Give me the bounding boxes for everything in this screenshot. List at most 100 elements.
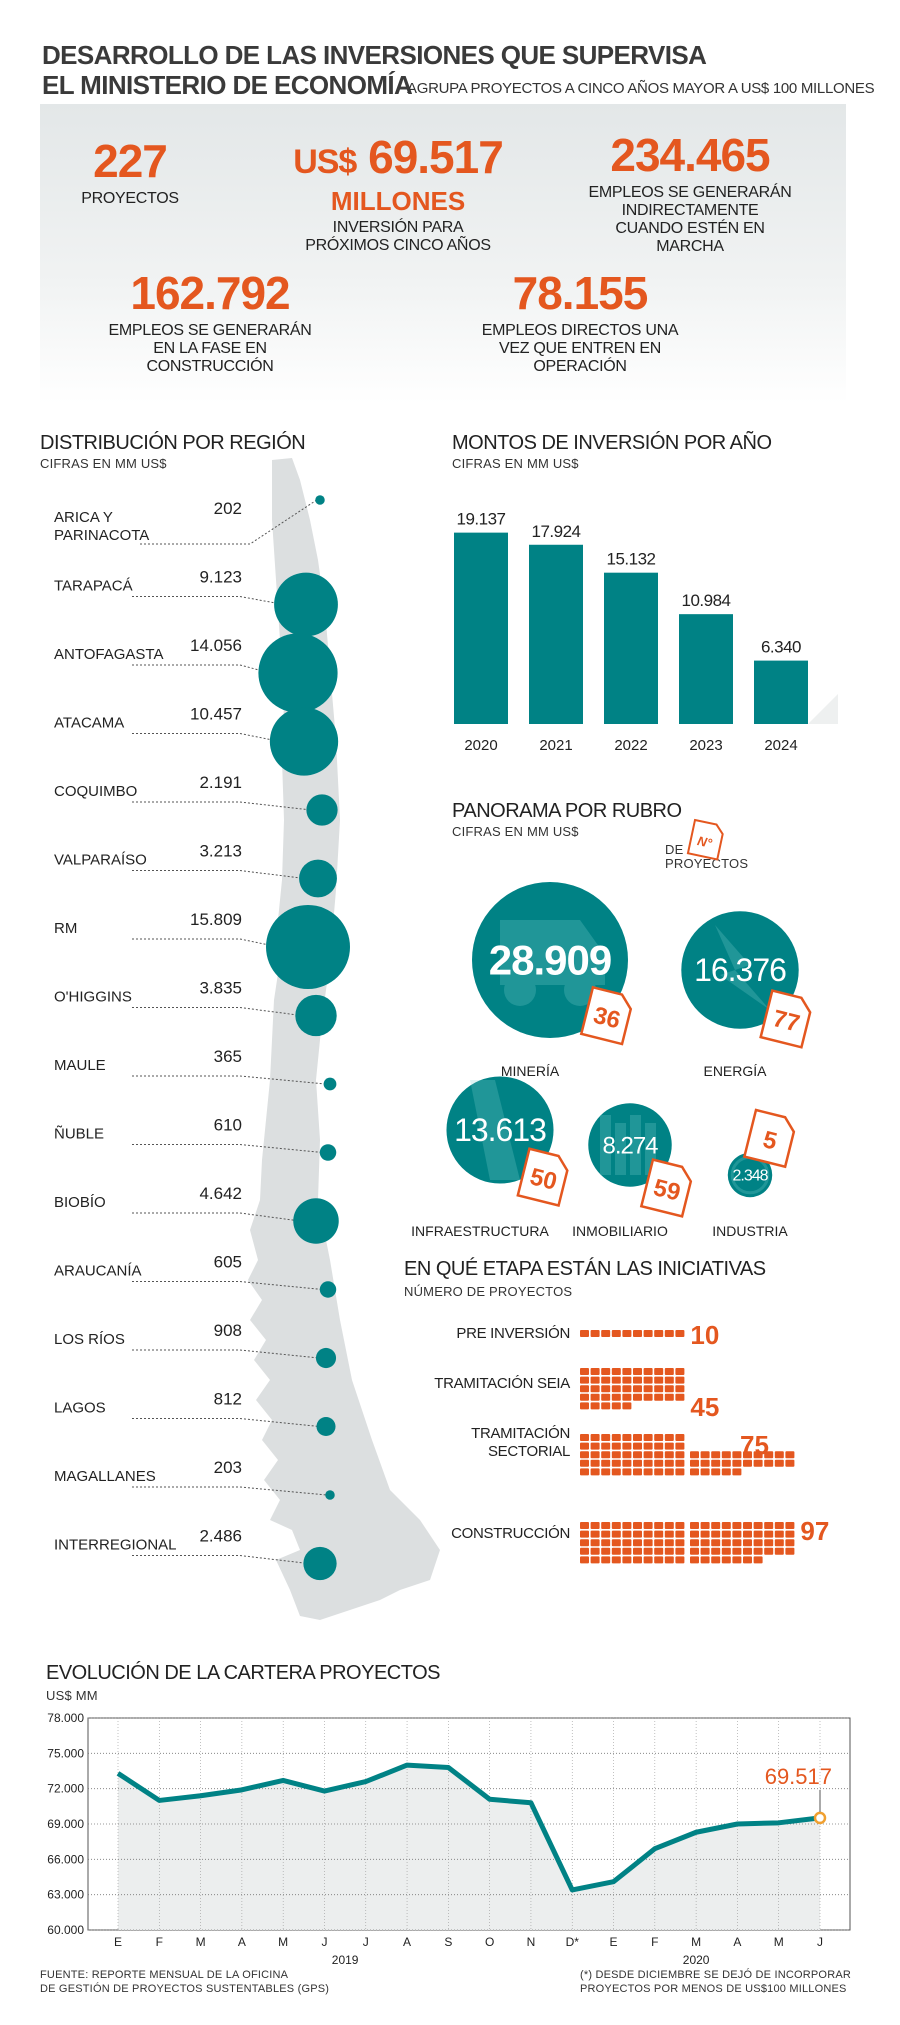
sector-bubble-4 [727,1152,773,1198]
line-area-fill [118,1765,820,1930]
stage-3-unit-68 [664,1547,674,1555]
x-tick-10: N [527,1935,536,1949]
region-bubble-11 [319,1281,337,1298]
stage-1-unit-2 [601,1368,611,1375]
region-value-5: 3.213 [199,842,242,861]
region-label-0: ARICA Y [54,509,113,526]
source-line-1: FUENTE: REPORTE MENSUAL DE LA OFICINA [40,1969,289,1981]
stage-3-unit-15 [743,1522,752,1529]
stat-investment-label-2: PRÓXIMOS CINCO AÑOS [305,237,491,254]
stage-3-unit-14 [732,1522,742,1529]
sector-name-1: ENERGÍA [703,1063,767,1079]
stage-3-unit-0 [580,1522,589,1529]
stage-3-unit-42 [601,1539,611,1547]
bar-2023 [679,614,733,724]
stat-construction-jobs-value: 162.792 [130,267,290,319]
stage-2-unit-59 [785,1451,795,1459]
stage-1-unit-30 [580,1393,589,1401]
stage-3-unit-63 [611,1547,621,1555]
bar-value-2023: 10.984 [682,591,731,610]
region-label-8: MAULE [54,1057,106,1074]
stage-2-unit-25 [633,1451,642,1459]
region-label-10: BIOBÍO [54,1194,106,1211]
line-chart-title: EVOLUCIÓN DE LA CARTERA PROYECTOS [46,1662,441,1684]
stat-direct-jobs-label-2: VEZ QUE ENTREN EN [498,340,662,357]
stage-2-unit-19 [675,1442,685,1450]
stage-3-unit-24 [622,1530,632,1538]
stat-projects: 227 PROYECTOS [40,136,220,208]
mining-truck-wheel-2 [564,974,596,1006]
region-chart-subtitle: CIFRAS EN MM US$ [40,456,167,471]
stage-2-unit-2 [601,1434,611,1441]
stage-count-0: 10 [690,1320,719,1350]
stage-3-unit-87 [654,1556,664,1564]
building-block-0 [600,1115,611,1175]
region-bubble-0 [315,495,325,505]
line-chart-ylabel: US$ MM [46,1688,98,1703]
highway-icon [470,1080,520,1180]
stage-3-unit-73 [721,1547,731,1555]
stage-2-unit-41 [590,1468,600,1476]
stage-3-unit-45 [633,1539,642,1547]
stage-1-unit-34 [622,1393,632,1401]
stage-3-unit-47 [654,1539,664,1547]
stage-2-unit-8 [664,1434,674,1441]
stage-2-unit-55 [743,1451,752,1459]
region-label-4: COQUIMBO [54,783,137,800]
region-value-6: 15.809 [190,910,242,929]
region-leader-12 [132,1349,320,1359]
region-bubble-1 [274,572,338,637]
stage-2-unit-28 [664,1451,674,1459]
region-label-1: TARAPACÁ [54,578,133,595]
region-label-6: RM [54,920,77,937]
sector-name-3: INMOBILIARIO [572,1223,668,1239]
stage-3-unit-86 [643,1556,653,1564]
sector-projects-badge-shape-2 [516,1147,569,1207]
stage-1-unit-31 [590,1393,600,1401]
stage-1-unit-26 [643,1385,653,1393]
stage-3-unit-41 [590,1539,600,1547]
stage-1-unit-42 [601,1402,611,1410]
stat-investment-value: 69.517 [368,131,504,183]
lightning-icon [715,925,770,1010]
stage-3-unit-82 [601,1556,611,1564]
stage-3-unit-67 [654,1547,664,1555]
stage-1-unit-13 [611,1376,621,1384]
stage-2-unit-12 [601,1442,611,1450]
stage-label-0: PRE INVERSIÓN [456,1325,570,1342]
region-value-7: 3.835 [199,979,242,998]
stage-3-unit-61 [590,1547,600,1555]
stage-1-unit-8 [664,1368,674,1375]
stage-3-unit-76 [753,1547,763,1555]
footnote-line-1: (*) DESDE DICIEMBRE SE DEJÓ DE INCORPORA… [580,1969,852,1981]
stage-0-unit-8 [664,1330,674,1337]
stage-1-unit-40 [580,1402,589,1410]
stage-3-unit-77 [764,1547,774,1555]
x-tick-5: J [321,1935,327,1949]
stage-1-unit-11 [590,1376,600,1384]
y-tick-4: 66.000 [47,1852,84,1866]
region-label-14: MAGALLANES [54,1468,156,1485]
stage-3-unit-74 [732,1547,742,1555]
stage-2-unit-40 [580,1468,589,1476]
stage-2-unit-23 [611,1451,621,1459]
region-value-12: 908 [214,1321,242,1340]
sector-chart-subtitle: CIFRAS EN MM US$ [452,824,579,839]
mining-truck-body [500,920,605,985]
stage-label2-2: SECTORIAL [488,1443,570,1460]
stage-2-unit-57 [764,1451,774,1459]
stage-label-2: TRAMITACIÓN [471,1425,570,1442]
stage-1-unit-43 [611,1402,621,1410]
sector-projects-badge-2: 50 [516,1147,569,1207]
stage-0-unit-1 [590,1330,600,1337]
stage-label-1: TRAMITACIÓN SEIA [434,1375,570,1392]
x-tick-4: M [278,1935,288,1949]
x-tick-6: J [363,1935,369,1949]
stage-pictogram-chart: PRE INVERSIÓN 10 TRAMITACIÓN SEIA 45 TRAMITA… [434,1320,829,1564]
stage-3-unit-64 [622,1547,632,1555]
sector-bubble-chart: N° 28.909 MINERÍA 36 16.376 ENERGÍA 77 13.613 IN… [411,818,812,1239]
stage-3-unit-53 [721,1539,731,1547]
mining-truck-wheel-1 [504,974,536,1006]
stage-1-unit-41 [590,1402,600,1410]
